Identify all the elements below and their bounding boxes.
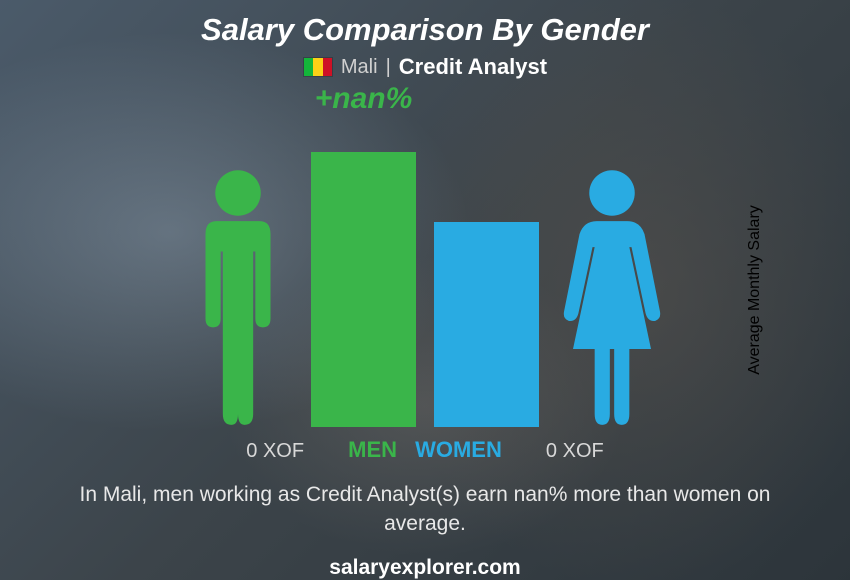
women-bar bbox=[434, 222, 539, 427]
women-icon-column bbox=[557, 167, 667, 427]
chart-area: +nan% bbox=[145, 90, 705, 427]
men-bar bbox=[311, 152, 416, 427]
man-icon bbox=[183, 167, 293, 427]
separator-pipe: | bbox=[386, 56, 391, 79]
women-bar-column bbox=[434, 90, 539, 427]
flag-stripe-2 bbox=[313, 58, 322, 76]
description-text: In Mali, men working as Credit Analyst(s… bbox=[65, 481, 785, 538]
men-bar-column: +nan% bbox=[311, 90, 416, 427]
women-bar-label: WOMEN bbox=[415, 437, 502, 463]
role-label: Credit Analyst bbox=[399, 54, 547, 80]
y-axis-label: Average Monthly Salary bbox=[746, 205, 764, 375]
flag-stripe-3 bbox=[323, 58, 332, 76]
page-title: Salary Comparison By Gender bbox=[201, 12, 649, 48]
men-bar-label: MEN bbox=[348, 437, 397, 463]
delta-label: +nan% bbox=[315, 82, 413, 116]
woman-icon bbox=[557, 167, 667, 427]
flag-stripe-1 bbox=[304, 58, 313, 76]
country-label: Mali bbox=[341, 56, 378, 79]
mali-flag-icon bbox=[303, 57, 333, 77]
men-value-label: 0 XOF bbox=[220, 440, 330, 463]
subtitle-row: Mali | Credit Analyst bbox=[303, 54, 547, 80]
labels-row: 0 XOF MEN WOMEN 0 XOF bbox=[145, 427, 705, 463]
men-icon-column bbox=[183, 167, 293, 427]
content-container: Salary Comparison By Gender Mali | Credi… bbox=[0, 0, 850, 580]
women-value-label: 0 XOF bbox=[520, 440, 630, 463]
footer-source: salaryexplorer.com bbox=[329, 556, 520, 580]
